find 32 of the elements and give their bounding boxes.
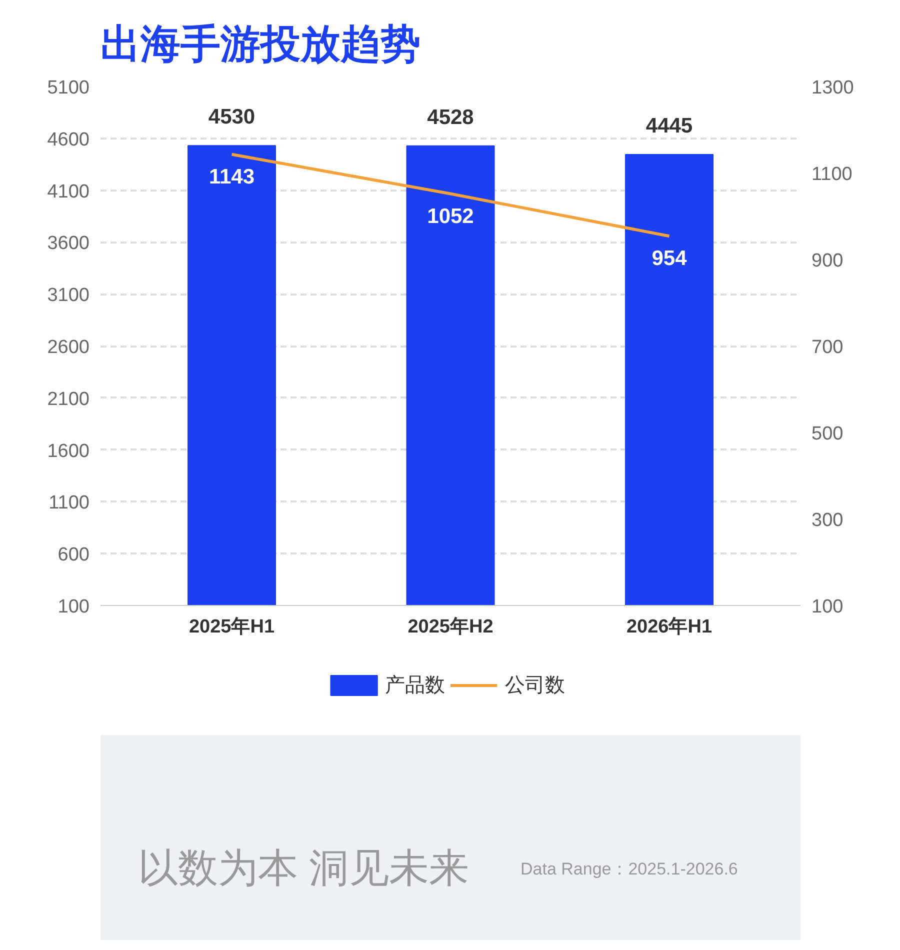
y2-tick-label: 300: [812, 510, 844, 531]
y-tick-label: 5100: [47, 78, 90, 98]
y-tick-label: 100: [58, 596, 90, 618]
x-tick-label: 2025年H2: [408, 616, 494, 638]
y2-tick-label: 100: [812, 596, 844, 618]
legend-label: 公司数: [504, 674, 565, 696]
y2-tick-label: 1100: [812, 164, 852, 185]
y-tick-label: 1600: [47, 440, 90, 462]
data-label: 4528: [427, 106, 474, 129]
data-label: 1052: [427, 204, 474, 228]
data-label: 4530: [208, 106, 256, 129]
y-tick-label: 1100: [48, 492, 90, 514]
data-label: 954: [652, 247, 688, 270]
y-tick-label: 4600: [47, 129, 90, 150]
text: Data Range：2025.1-2026.6: [520, 860, 738, 878]
legend-label: 产品数: [385, 674, 446, 696]
y-tick-label: 3600: [47, 233, 90, 254]
y2-tick-label: 900: [812, 250, 844, 272]
text: 以数为本 洞见未来: [138, 846, 469, 890]
y2-tick-label: 500: [812, 424, 844, 444]
y-tick-label: 3100: [47, 285, 90, 306]
x-tick-label: 2025年H1: [188, 616, 275, 638]
chart-title: 出海手游投放趋势: [100, 22, 420, 66]
y2-tick-label: 700: [812, 337, 844, 358]
y-tick-label: 2100: [47, 388, 90, 410]
y-tick-label: 2600: [47, 337, 90, 358]
y-tick-label: 4100: [47, 181, 90, 202]
x-tick-label: 2026年H1: [626, 616, 712, 638]
y2-tick-label: 1300: [812, 78, 854, 98]
data-label: 1143: [208, 165, 255, 188]
data-label: 4445: [646, 114, 693, 138]
y-tick-label: 600: [58, 544, 90, 566]
